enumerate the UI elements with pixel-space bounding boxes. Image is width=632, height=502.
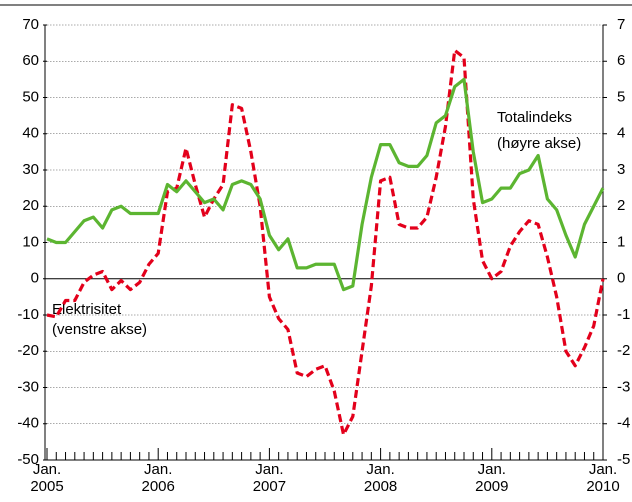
series-line bbox=[46, 48, 605, 437]
x-tick-label-line: Jan. bbox=[366, 461, 394, 478]
y2-tick-label: 5 bbox=[617, 88, 625, 105]
x-tick-label-line: 2006 bbox=[142, 478, 175, 495]
y-tick-label: 30 bbox=[22, 161, 39, 178]
y-tick-label: -10 bbox=[17, 306, 39, 323]
x-tick-label-line: 2007 bbox=[253, 478, 286, 495]
y-tick-label: 50 bbox=[22, 88, 39, 105]
y-tick-label: 10 bbox=[22, 233, 39, 250]
x-tick-label-line: 2009 bbox=[475, 478, 508, 495]
y2-tick-label: -1 bbox=[617, 306, 630, 323]
x-tick-label-line: Jan. bbox=[33, 461, 61, 478]
annotation: Totalindeks bbox=[497, 109, 572, 126]
annotation: (høyre akse) bbox=[497, 135, 581, 152]
x-tick-label: Jan. 2008 bbox=[364, 461, 397, 495]
y2-tick-label: -4 bbox=[617, 415, 630, 432]
y2-tick-label: 6 bbox=[617, 52, 625, 69]
series-line bbox=[46, 77, 605, 292]
y-tick-label: 70 bbox=[22, 16, 39, 33]
y2-tick-label: -5 bbox=[617, 451, 630, 468]
x-tick-label-line: Jan. bbox=[478, 461, 506, 478]
x-tick-label-line: Jan. bbox=[255, 461, 283, 478]
x-tick-label: Jan. 2010 bbox=[586, 461, 619, 495]
y2-tick-label: -3 bbox=[617, 378, 630, 395]
x-tick-label-line: 2005 bbox=[30, 478, 63, 495]
x-tick-label: Jan. 2009 bbox=[475, 461, 508, 495]
y2-tick-label: 1 bbox=[617, 233, 625, 250]
x-tick-label: Jan. 2005 bbox=[30, 461, 63, 495]
x-tick-label: Jan. 2007 bbox=[253, 461, 286, 495]
y2-tick-label: 7 bbox=[617, 16, 625, 33]
x-tick-label-line: Jan. bbox=[589, 461, 617, 478]
x-tick-label-line: Jan. bbox=[144, 461, 172, 478]
x-tick-label-line: 2010 bbox=[586, 478, 619, 495]
y-tick-label: -20 bbox=[17, 342, 39, 359]
y2-tick-label: 4 bbox=[617, 125, 625, 142]
y-tick-label: -50 bbox=[17, 451, 39, 468]
y2-tick-label: 2 bbox=[617, 197, 625, 214]
y-tick-label: 20 bbox=[22, 197, 39, 214]
y2-tick-label: 3 bbox=[617, 161, 625, 178]
y-tick-label: -30 bbox=[17, 378, 39, 395]
y-tick-label: -40 bbox=[17, 415, 39, 432]
x-tick-label: Jan. 2006 bbox=[142, 461, 175, 495]
annotation: (venstre akse) bbox=[52, 321, 147, 338]
y-tick-label: 60 bbox=[22, 52, 39, 69]
y2-tick-label: -2 bbox=[617, 342, 630, 359]
annotation: Elektrisitet bbox=[52, 301, 122, 318]
y-tick-label: 40 bbox=[22, 125, 39, 142]
y2-tick-label: 0 bbox=[617, 270, 625, 287]
y-tick-label: 0 bbox=[31, 270, 39, 287]
x-tick-label-line: 2008 bbox=[364, 478, 397, 495]
